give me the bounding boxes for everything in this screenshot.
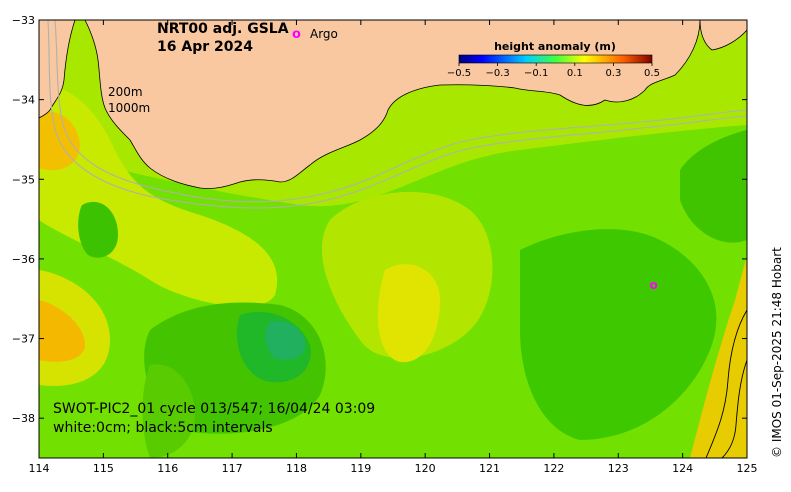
black-contours bbox=[705, 309, 747, 458]
argo-float-layer: o bbox=[650, 278, 658, 292]
colorbar: height anomaly (m) −0.5 −0.3 −0.1 0.1 0.3 0.5 bbox=[447, 40, 660, 79]
isobath-1000m-line bbox=[47, 20, 747, 209]
argo-legend-symbol: o bbox=[292, 27, 301, 42]
anomaly-green-southwest bbox=[142, 364, 195, 458]
anomaly-green-east bbox=[520, 229, 717, 440]
anomaly-green-north-west bbox=[78, 201, 118, 258]
lon-tick-label: 120 bbox=[415, 462, 436, 475]
argo-float-marker: o bbox=[650, 278, 658, 292]
land-far-east bbox=[699, 20, 747, 51]
contour-line-east-1 bbox=[705, 309, 747, 458]
longitude-axis: 114 115 116 117 118 119 120 121 122 123 124 125 bbox=[29, 20, 758, 475]
anomaly-yellow-west bbox=[39, 87, 278, 307]
lon-tick-label: 125 bbox=[737, 462, 758, 475]
lon-tick-label: 117 bbox=[222, 462, 243, 475]
lon-tick-label: 114 bbox=[29, 462, 50, 475]
isobath-200m-line bbox=[54, 20, 747, 203]
lon-tick-label: 124 bbox=[672, 462, 693, 475]
swot-pass-info: SWOT-PIC2_01 cycle 013/547; 16/04/24 03:… bbox=[53, 401, 375, 417]
anomaly-orange-west-south bbox=[39, 300, 85, 362]
colorbar-tick-label: 0.1 bbox=[567, 68, 583, 79]
map-frame bbox=[38, 19, 748, 459]
colorbar-tick-label: 0.3 bbox=[605, 68, 621, 79]
lon-tick-label: 122 bbox=[543, 462, 564, 475]
lon-tick-label: 123 bbox=[608, 462, 629, 475]
map-date: 16 Apr 2024 bbox=[157, 39, 253, 55]
anomaly-green-north-east bbox=[680, 130, 747, 243]
isobath-1000m-label: 1000m bbox=[108, 101, 150, 115]
isobath-200m-label: 200m bbox=[108, 85, 143, 99]
contour-line-east-2 bbox=[721, 359, 747, 458]
anomaly-yellow-southeast bbox=[690, 255, 747, 458]
lon-tick-label: 119 bbox=[350, 462, 371, 475]
imos-credit: © IMOS 01-Sep-2025 21:48 Hobart bbox=[770, 247, 784, 458]
lon-tick-label: 116 bbox=[157, 462, 178, 475]
product-title: NRT00 adj. GSLA bbox=[157, 21, 289, 37]
contour-interval-info: white:0cm; black:5cm intervals bbox=[53, 420, 273, 436]
anomaly-yellow-center bbox=[377, 264, 440, 363]
lon-tick-label: 115 bbox=[93, 462, 114, 475]
lon-tick-label: 121 bbox=[479, 462, 500, 475]
anomaly-teal-south bbox=[265, 321, 305, 360]
colorbar-tick-label: −0.1 bbox=[524, 68, 548, 79]
colorbar-title: height anomaly (m) bbox=[494, 40, 616, 53]
lat-tick-label: −36 bbox=[12, 253, 35, 266]
lat-tick-label: −37 bbox=[12, 333, 35, 346]
colorbar-gradient bbox=[458, 54, 653, 64]
lat-tick-label: −34 bbox=[12, 94, 35, 107]
colorbar-tick-label: −0.3 bbox=[485, 68, 509, 79]
colorbar-tick-label: 0.5 bbox=[644, 68, 660, 79]
colorbar-tick-label: −0.5 bbox=[447, 68, 471, 79]
lat-tick-label: −35 bbox=[12, 173, 35, 186]
map-plot-area: o bbox=[39, 20, 747, 458]
lon-tick-label: 118 bbox=[286, 462, 307, 475]
colorbar-ticks: −0.5 −0.3 −0.1 0.1 0.3 0.5 bbox=[447, 63, 660, 79]
argo-legend-label: Argo bbox=[310, 27, 338, 41]
isobath-lines bbox=[47, 20, 747, 209]
latitude-axis: −33 −34 −35 −36 −37 −38 bbox=[12, 14, 747, 425]
lat-tick-label: −38 bbox=[12, 412, 35, 425]
lat-tick-label: −33 bbox=[12, 14, 35, 27]
